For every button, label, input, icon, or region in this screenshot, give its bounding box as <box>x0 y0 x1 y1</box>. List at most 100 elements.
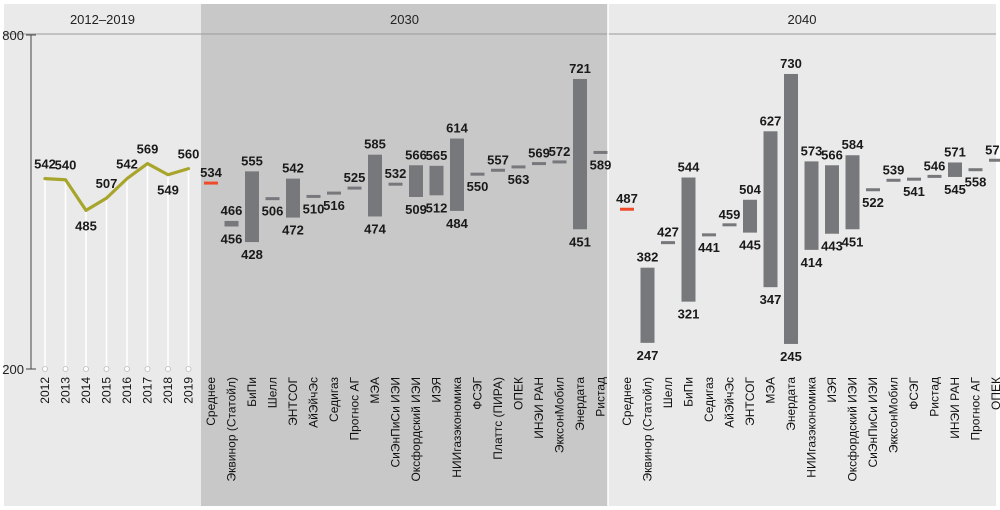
forecast-point-marker <box>989 158 1000 162</box>
average-marker <box>620 207 634 211</box>
forecast-range-bar <box>784 73 798 344</box>
forecast-point-marker <box>327 191 341 195</box>
forecast-point-marker <box>306 194 321 198</box>
forecaster-label: Оксфордский ИЭИ <box>409 377 423 482</box>
history-value-label: 560 <box>178 147 200 162</box>
forecast-range-bar <box>409 165 423 197</box>
forecaster-label: СиЭнПиСи ИЭИ <box>866 377 880 468</box>
forecast-high-label: 730 <box>780 56 802 71</box>
forecast-point-marker <box>593 150 608 154</box>
segment-title-1: 2030 <box>390 12 419 27</box>
forecaster-label: ИЭЯ <box>430 377 444 403</box>
average-marker <box>204 181 218 185</box>
forecast-high-label: 575 <box>985 142 1000 157</box>
forecast-high-label: 721 <box>569 61 591 76</box>
forecast-low-label: 451 <box>842 234 864 249</box>
forecast-low-label: 321 <box>678 307 700 322</box>
forecast-point-marker <box>927 174 942 178</box>
history-value-label: 569 <box>137 142 159 157</box>
year-label: 2013 <box>59 377 73 404</box>
forecaster-label: ИНЭИ РАН <box>532 377 546 439</box>
forecast-low-label: 522 <box>862 195 884 210</box>
forecast-point-marker <box>722 223 737 227</box>
forecast-range-bar <box>429 165 444 196</box>
forecaster-label: ЭкксонМобил <box>887 377 901 453</box>
forecast-low-label: 516 <box>323 198 345 213</box>
year-label: 2014 <box>79 377 93 404</box>
forecaster-label: АйЭйчЭс <box>307 377 321 428</box>
forecast-point-marker <box>470 172 485 176</box>
year-label: 2015 <box>100 377 114 404</box>
forecast-point-marker <box>265 197 280 201</box>
year-label: 2019 <box>182 377 196 404</box>
forecaster-label: Энердата <box>573 377 587 431</box>
forecast-range-bar <box>845 155 860 230</box>
forecaster-label: Ристад <box>928 377 942 417</box>
forecast-high-label: 627 <box>760 113 782 128</box>
forecaster-label: БиПи <box>682 377 696 407</box>
history-axis-dot <box>42 366 48 372</box>
forecaster-label: Ристад <box>594 377 608 417</box>
forecast-low-label: 451 <box>569 234 591 249</box>
forecast-range-bar <box>763 131 778 288</box>
forecaster-label: МЭА <box>368 377 382 404</box>
forecast-point-marker <box>702 233 716 237</box>
forecast-low-label: 589 <box>590 157 612 172</box>
forecast-high-label: 585 <box>364 137 386 152</box>
y-tick-label-bottom: 200 <box>2 362 24 377</box>
forecaster-label: ФСЭГ <box>471 377 485 410</box>
forecaster-label: МЭА <box>764 377 778 404</box>
forecast-high-label: 525 <box>344 170 366 185</box>
forecast-low-label: 445 <box>739 238 761 253</box>
forecast-high-label: 557 <box>487 152 509 167</box>
forecast-high-label: 544 <box>678 160 700 175</box>
forecaster-label: Среднее <box>620 377 634 426</box>
forecast-point-marker <box>968 168 983 172</box>
forecast-high-label: 555 <box>241 153 263 168</box>
history-axis-dot <box>103 366 110 372</box>
year-label: 2018 <box>161 377 175 404</box>
forecast-high-label: 534 <box>200 165 222 180</box>
forecast-low-label: 347 <box>760 292 782 307</box>
forecaster-label: БиПи <box>245 377 259 407</box>
forecast-point-marker <box>511 165 526 169</box>
panel-0 <box>4 4 201 506</box>
forecast-low-label: 506 <box>262 204 284 219</box>
forecast-range-bar <box>825 165 839 234</box>
forecast-high-label: 614 <box>446 121 468 136</box>
forecast-low-label: 510 <box>303 201 325 216</box>
forecaster-label: СиЭнПиСи ИЭИ <box>389 377 403 468</box>
forecast-range-bar <box>743 199 757 233</box>
forecast-high-label: 539 <box>883 162 905 177</box>
forecast-high-label: 571 <box>944 144 966 159</box>
forecast-range-bar <box>640 267 655 343</box>
forecast-high-label: 584 <box>842 137 864 152</box>
forecast-range-bar <box>804 161 819 250</box>
history-value-label: 549 <box>157 183 179 198</box>
forecaster-label: ИНЭИ РАН <box>948 377 962 439</box>
forecast-low-label: 247 <box>637 348 659 363</box>
forecaster-label: НИИгазэкономика <box>450 377 464 478</box>
forecast-point-marker <box>532 162 546 166</box>
forecast-high-label: 382 <box>637 250 659 265</box>
forecast-high-label: 459 <box>719 207 741 222</box>
forecast-high-label: 487 <box>616 191 638 206</box>
forecast-range-bar <box>245 171 259 243</box>
panel-1 <box>201 4 608 506</box>
history-axis-dot <box>83 366 89 372</box>
history-axis-dot <box>185 366 192 372</box>
forecaster-label: ИЭЯ <box>825 377 839 403</box>
forecast-low-label: 456 <box>221 231 243 246</box>
forecaster-label: Прогнос АГ <box>348 377 362 441</box>
forecast-high-label: 566 <box>405 147 427 162</box>
year-label: 2017 <box>141 377 155 404</box>
forecast-high-label: 573 <box>801 143 823 158</box>
forecast-range-bar <box>450 138 464 211</box>
forecast-low-label: 474 <box>364 221 386 236</box>
history-value-label: 540 <box>55 158 77 173</box>
forecast-high-label: 466 <box>221 203 243 218</box>
forecast-high-label: 565 <box>426 148 448 163</box>
history-value-label: 507 <box>96 176 118 191</box>
segment-title-0: 2012–2019 <box>70 12 135 27</box>
forecast-low-label: 550 <box>467 179 489 194</box>
